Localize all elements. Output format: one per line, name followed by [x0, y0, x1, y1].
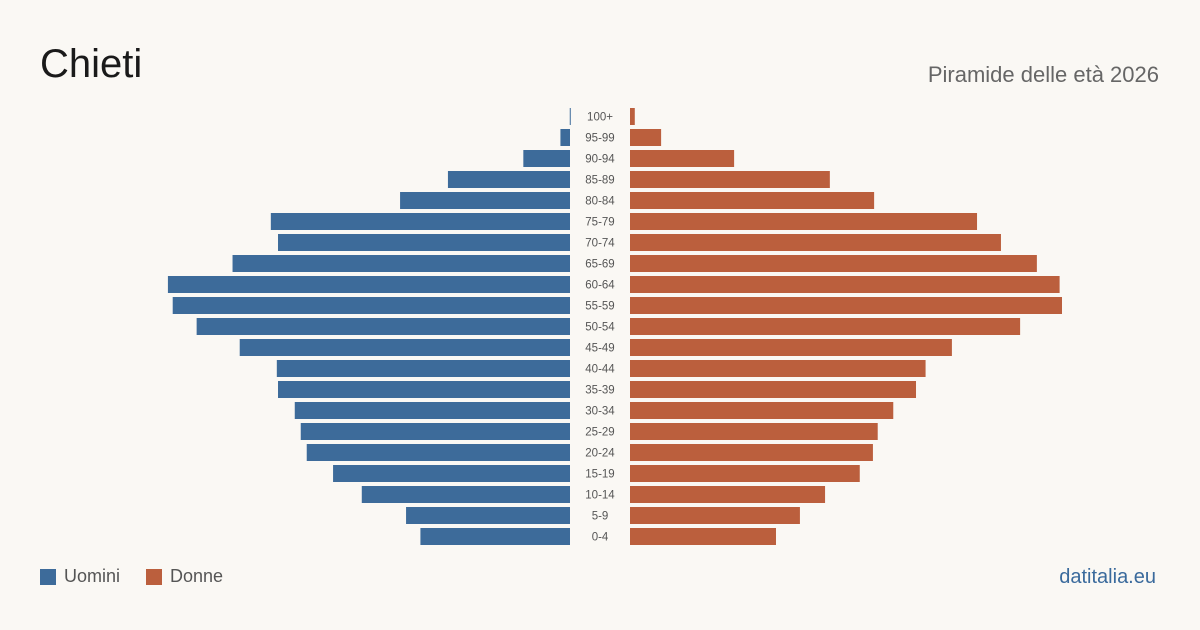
bar-men-20-24 [306, 444, 570, 461]
age-group-label: 80-84 [585, 196, 615, 208]
bar-women-50-54 [630, 318, 1021, 335]
bar-women-15-19 [630, 465, 860, 482]
age-group-label: 10-14 [585, 490, 615, 502]
legend-swatch-men [40, 568, 56, 585]
bar-women-10-14 [630, 486, 826, 503]
bar-men-0-4 [420, 528, 570, 545]
legend-swatch-women [146, 568, 163, 585]
bar-women-0-4 [630, 528, 776, 545]
bar-men-25-29 [300, 423, 570, 440]
bar-men-50-54 [196, 318, 570, 335]
bar-men-45-49 [239, 339, 570, 356]
age-group-label: 55-59 [585, 301, 614, 313]
page-title: Chieti [40, 42, 143, 86]
bar-women-20-24 [630, 444, 873, 461]
bar-women-45-49 [630, 339, 952, 356]
bar-women-25-29 [630, 423, 878, 440]
bar-men-35-39 [278, 381, 570, 398]
bar-men-100+ [569, 108, 571, 125]
bar-women-90-94 [630, 150, 735, 167]
bar-women-70-74 [630, 234, 1001, 251]
age-group-label: 20-24 [585, 448, 615, 460]
bar-men-15-19 [333, 465, 570, 482]
legend-item-women: Donne [146, 566, 223, 587]
age-group-label: 40-44 [585, 364, 615, 376]
age-group-label: 85-89 [585, 175, 614, 187]
bar-men-80-84 [400, 192, 570, 209]
age-group-label: 50-54 [585, 322, 615, 334]
age-group-label: 65-69 [585, 259, 614, 271]
bar-men-55-59 [172, 297, 570, 314]
source-link[interactable]: datitalia.eu [1059, 566, 1156, 588]
bar-women-60-64 [630, 276, 1060, 293]
bar-men-70-74 [278, 234, 570, 251]
age-group-label: 70-74 [585, 238, 615, 250]
bar-men-75-79 [270, 213, 570, 230]
bar-men-90-94 [523, 150, 570, 167]
age-group-label: 100+ [587, 112, 613, 124]
bar-women-30-34 [630, 402, 894, 419]
bar-women-5-9 [630, 507, 800, 524]
bar-women-100+ [630, 108, 635, 125]
bar-men-60-64 [167, 276, 570, 293]
bar-men-30-34 [294, 402, 570, 419]
bar-women-65-69 [630, 255, 1037, 272]
legend-label-women: Donne [170, 566, 224, 586]
age-group-label: 90-94 [585, 154, 615, 166]
age-group-label: 15-19 [585, 469, 614, 481]
age-group-label: 75-79 [585, 217, 614, 229]
age-group-label: 25-29 [585, 427, 614, 439]
bar-women-95-99 [630, 129, 662, 146]
bar-women-55-59 [630, 297, 1062, 314]
bar-men-5-9 [406, 507, 570, 524]
age-group-label: 0-4 [592, 532, 609, 544]
legend-item-men: Uomini [40, 566, 120, 587]
bar-men-95-99 [560, 129, 570, 146]
bar-women-35-39 [630, 381, 917, 398]
bar-men-85-89 [447, 171, 570, 188]
bar-women-85-89 [630, 171, 830, 188]
bar-women-80-84 [630, 192, 875, 209]
age-group-label: 30-34 [585, 406, 615, 418]
age-group-label: 95-99 [585, 133, 614, 145]
bar-men-40-44 [276, 360, 570, 377]
bar-women-75-79 [630, 213, 978, 230]
chart-subtitle: Piramide delle età 2026 [927, 62, 1159, 87]
age-group-label: 45-49 [585, 343, 614, 355]
bar-men-10-14 [361, 486, 570, 503]
age-group-label: 35-39 [585, 385, 614, 397]
bar-women-40-44 [630, 360, 926, 377]
chart-legend: Uomini Donne [40, 566, 249, 587]
age-group-label: 60-64 [585, 280, 615, 292]
age-group-label: 5-9 [592, 511, 609, 523]
bar-men-65-69 [232, 255, 570, 272]
legend-label-men: Uomini [64, 566, 121, 586]
